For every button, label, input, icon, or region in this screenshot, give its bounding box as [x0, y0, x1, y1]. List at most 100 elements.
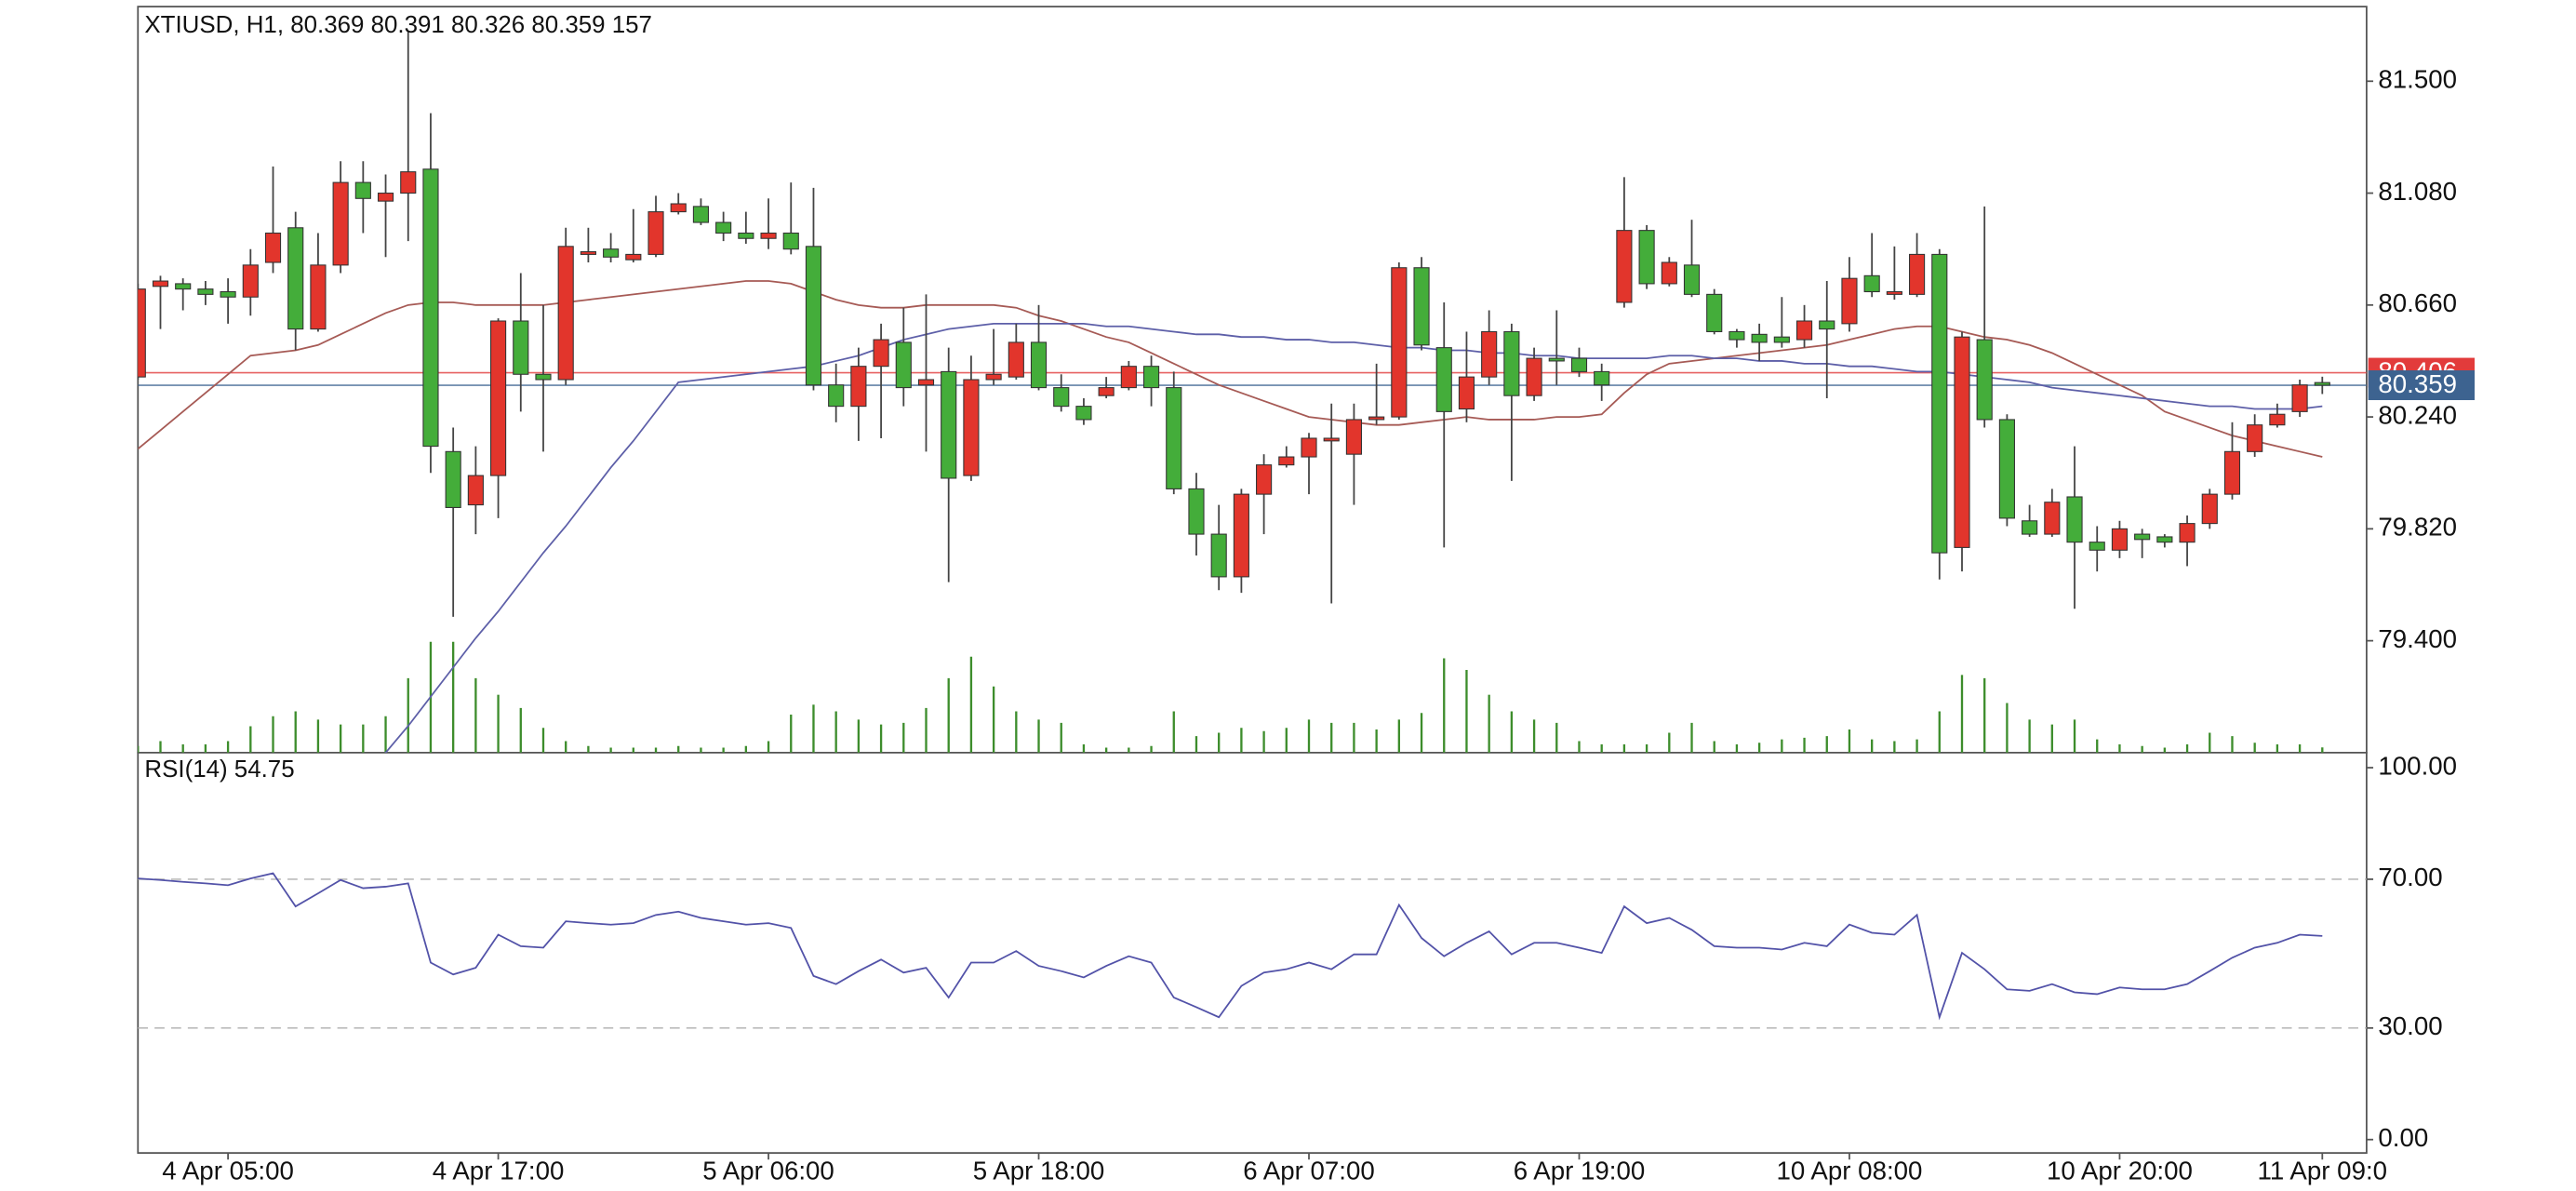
- candle-body: [850, 366, 867, 408]
- candle-body: [1120, 366, 1137, 389]
- candle-body: [2291, 384, 2308, 412]
- moving-average: [384, 322, 2323, 753]
- candle-body: [1841, 277, 1858, 325]
- candle-body: [2156, 536, 2173, 543]
- candle-body: [1413, 267, 1430, 346]
- candle-body: [1954, 336, 1970, 548]
- y-tick-label: 79.820: [2378, 513, 2457, 542]
- candle-body: [941, 370, 957, 479]
- candle-body: [197, 288, 214, 295]
- candle-body: [895, 341, 912, 389]
- moving-average: [138, 280, 2323, 458]
- candle-body: [1751, 333, 1768, 343]
- candle-body: [1661, 261, 1677, 285]
- candle-body: [670, 203, 687, 213]
- y-tick-label: 70.00: [2378, 863, 2442, 891]
- candle-body: [828, 384, 845, 408]
- candle-body: [1142, 366, 1160, 389]
- candle-body: [1795, 320, 1813, 341]
- candle-body: [445, 450, 461, 508]
- candle-body: [1435, 347, 1452, 412]
- candle-body: [715, 221, 732, 234]
- candle-body: [1773, 336, 1790, 343]
- candle-body: [2111, 528, 2129, 551]
- candle-body: [1819, 320, 1835, 330]
- candle-body: [1886, 290, 1902, 295]
- candle-body: [603, 248, 620, 258]
- y-tick-label: 80.660: [2378, 288, 2457, 317]
- candle-body: [422, 168, 439, 448]
- candle-body: [1210, 533, 1227, 578]
- chart-title: XTIUSD, H1, 80.369 80.391 80.326 80.359 …: [144, 12, 652, 38]
- candle-body: [1931, 253, 1948, 554]
- candle-body: [1233, 493, 1249, 578]
- candle-body: [1188, 488, 1205, 535]
- candle-body: [1391, 267, 1408, 418]
- candle-body: [1458, 376, 1475, 410]
- candle-body: [2314, 381, 2330, 386]
- candle-body: [1345, 419, 1362, 455]
- candle-body: [557, 246, 574, 381]
- candle-body: [1706, 293, 1723, 332]
- candle-body: [1053, 387, 1070, 408]
- candle-body: [1166, 387, 1182, 489]
- candle-body: [1594, 370, 1610, 386]
- rsi-title: RSI(14) 54.75: [144, 756, 294, 783]
- candle-body: [760, 232, 777, 239]
- candle-body: [2134, 533, 2151, 541]
- candle-body: [310, 264, 327, 330]
- candle-body: [647, 211, 664, 255]
- candle-body: [2201, 493, 2218, 525]
- candle-body: [2066, 496, 2083, 543]
- candle-body: [1548, 357, 1565, 362]
- candle-body: [1323, 437, 1340, 442]
- candle-body: [2269, 413, 2286, 426]
- y-tick-label: 79.400: [2378, 624, 2457, 653]
- candle-body: [2044, 502, 2061, 535]
- candle-body: [220, 290, 236, 298]
- candle-body: [1728, 330, 1745, 341]
- x-tick-label: 10 Apr 20:00: [2047, 1157, 2193, 1185]
- candle-body: [535, 373, 552, 381]
- rsi-panel: [137, 752, 2368, 1154]
- candle-body: [873, 339, 889, 368]
- y-tick-label: 80.240: [2378, 400, 2457, 429]
- candle-body: [377, 193, 394, 202]
- y-tick-label: 100.00: [2378, 751, 2457, 780]
- candle-body: [1481, 330, 1498, 378]
- candle-body: [963, 379, 980, 476]
- candle-body: [1976, 339, 1993, 421]
- price-panel: [137, 6, 2368, 754]
- rsi-plot: [138, 872, 2367, 1029]
- y-tick-label: 30.00: [2378, 1011, 2442, 1040]
- bid-tag-label: 80.359: [2378, 369, 2457, 398]
- rsi-line: [138, 872, 2323, 1021]
- x-tick-label: 5 Apr 18:00: [973, 1157, 1105, 1185]
- y-tick-label: 81.500: [2378, 65, 2457, 94]
- candle-body: [2022, 520, 2038, 535]
- x-tick-label: 4 Apr 17:00: [433, 1157, 565, 1185]
- candle-body: [1075, 406, 1092, 421]
- candle-body: [513, 320, 529, 375]
- candle-body: [692, 206, 710, 223]
- x-tick-label: 4 Apr 05:00: [162, 1157, 294, 1185]
- candle-body: [580, 251, 596, 255]
- candle-body: [1503, 330, 1520, 396]
- x-tick-label: 6 Apr 19:00: [1514, 1157, 1646, 1185]
- candle-body: [490, 320, 507, 476]
- candle-body: [782, 232, 799, 250]
- bid-tag: [2368, 370, 2476, 401]
- candle-body: [175, 283, 192, 290]
- candle-body: [2089, 542, 2105, 551]
- candle-body: [1526, 357, 1542, 396]
- candle-body: [1909, 253, 1926, 295]
- x-tick-label: 11 Apr 09:0: [2258, 1157, 2388, 1185]
- candle-body: [354, 181, 371, 199]
- candle-body: [1256, 464, 1273, 495]
- candle-body: [287, 227, 304, 330]
- y-tick-label: 0.00: [2378, 1123, 2428, 1152]
- candle-body: [985, 373, 1002, 381]
- candle-body: [917, 379, 935, 386]
- candle-body: [1683, 264, 1701, 295]
